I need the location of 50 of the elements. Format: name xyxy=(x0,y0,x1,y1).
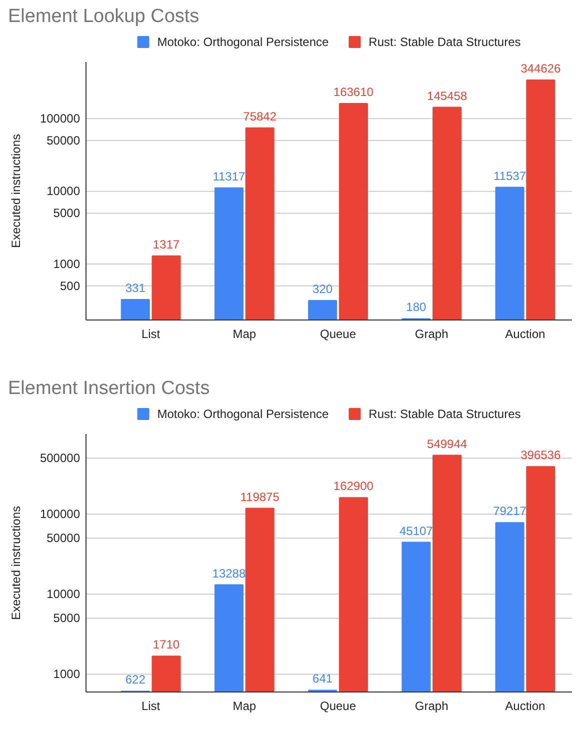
data-label: 396536 xyxy=(520,448,561,462)
data-label: 162900 xyxy=(333,479,374,494)
x-tick-label: Queue xyxy=(320,327,356,341)
data-label: 344626 xyxy=(520,62,561,76)
x-tick-label: Graph xyxy=(414,327,448,341)
data-label: 320 xyxy=(312,282,333,296)
x-tick-label: List xyxy=(141,699,161,713)
chart-title: Element Insertion Costs xyxy=(8,378,210,399)
y-tick-label: 5000 xyxy=(53,206,80,220)
legend-label: Rust: Stable Data Structures xyxy=(368,407,521,421)
x-tick-label: Map xyxy=(232,327,256,341)
y-tick-label: 10000 xyxy=(46,586,80,601)
data-label: 145458 xyxy=(427,88,468,103)
y-tick-label: 1000 xyxy=(53,667,80,682)
y-tick-label: 50000 xyxy=(46,133,80,148)
x-tick-label: List xyxy=(141,327,161,341)
data-label: 45107 xyxy=(399,524,434,538)
y-tick-label: 500 xyxy=(60,278,80,293)
data-label: 163610 xyxy=(333,85,374,100)
y-tick-label: 5000 xyxy=(53,611,80,626)
y-tick-label: 100000 xyxy=(40,506,80,521)
y-axis-title: Executed instructions xyxy=(9,134,23,248)
y-tick-label: 500000 xyxy=(40,450,80,465)
data-label: 11317 xyxy=(212,169,246,184)
x-tick-label: Auction xyxy=(505,699,546,713)
x-tick-label: Map xyxy=(232,699,256,713)
data-label: 79217 xyxy=(493,504,527,518)
data-label: 75842 xyxy=(243,109,277,124)
x-tick-label: Queue xyxy=(320,699,356,713)
legend-label: Motoko: Orthogonal Persistence xyxy=(157,407,329,421)
chart-title: Element Lookup Costs xyxy=(8,6,200,27)
y-tick-label: 100000 xyxy=(40,111,80,126)
data-label: 622 xyxy=(125,672,146,687)
data-label: 180 xyxy=(406,300,426,314)
y-tick-label: 10000 xyxy=(46,184,80,198)
x-tick-label: Graph xyxy=(414,699,448,713)
data-label: 641 xyxy=(312,672,333,686)
y-tick-label: 1000 xyxy=(53,256,80,271)
data-label: 13288 xyxy=(212,566,246,580)
y-tick-label: 50000 xyxy=(46,531,80,546)
data-label: 549944 xyxy=(427,436,468,451)
x-tick-label: Auction xyxy=(505,327,546,341)
y-axis-title: Executed instructions xyxy=(9,506,23,620)
data-label: 1317 xyxy=(152,237,180,252)
data-label: 11537 xyxy=(494,168,526,183)
data-label: 119875 xyxy=(240,490,280,504)
legend-label: Motoko: Orthogonal Persistence xyxy=(157,35,329,49)
data-label: 331 xyxy=(125,280,146,295)
legend-label: Rust: Stable Data Structures xyxy=(368,35,521,49)
data-label: 1710 xyxy=(152,638,180,652)
